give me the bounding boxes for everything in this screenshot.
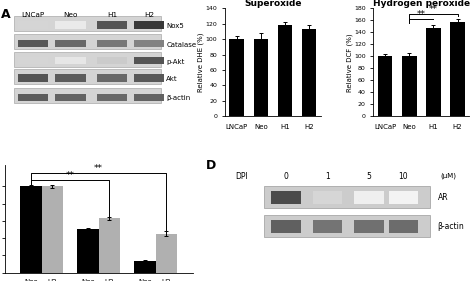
Text: 1: 1 xyxy=(325,172,330,181)
Bar xyxy=(14,34,161,49)
Text: LNCaP: LNCaP xyxy=(21,12,45,18)
Text: p-Akt: p-Akt xyxy=(166,59,185,65)
Bar xyxy=(264,186,430,208)
Bar xyxy=(99,218,120,273)
Bar xyxy=(378,56,392,116)
Bar xyxy=(402,56,417,116)
Bar xyxy=(134,74,164,82)
Text: AR: AR xyxy=(438,192,448,201)
Bar xyxy=(55,94,85,101)
Bar xyxy=(389,191,418,204)
Bar xyxy=(264,216,430,237)
Bar xyxy=(254,39,268,116)
Text: Catalase: Catalase xyxy=(166,42,196,47)
Text: Neo: Neo xyxy=(81,278,95,281)
Text: A: A xyxy=(1,8,10,21)
Bar xyxy=(14,69,161,84)
Title: Hydrogen peroxide: Hydrogen peroxide xyxy=(373,0,470,8)
Bar xyxy=(134,40,164,47)
Bar xyxy=(42,186,63,273)
Bar xyxy=(97,57,127,65)
Bar xyxy=(55,74,85,82)
Text: (μM): (μM) xyxy=(440,172,456,179)
Text: H2: H2 xyxy=(162,278,171,281)
Text: H2: H2 xyxy=(105,278,114,281)
Bar xyxy=(77,230,99,273)
Bar xyxy=(134,94,164,101)
Bar xyxy=(55,40,85,47)
Text: **: ** xyxy=(417,10,426,19)
Text: Neo: Neo xyxy=(138,278,152,281)
Bar xyxy=(14,16,161,31)
Bar xyxy=(272,191,301,204)
Bar xyxy=(313,191,342,204)
Bar xyxy=(229,39,244,116)
Text: 5: 5 xyxy=(367,172,372,181)
Y-axis label: Relative DHE (%): Relative DHE (%) xyxy=(198,33,204,92)
Text: H2: H2 xyxy=(47,278,57,281)
Text: β-actin: β-actin xyxy=(166,96,191,101)
Bar xyxy=(278,25,292,116)
Bar xyxy=(313,220,342,233)
Text: 10: 10 xyxy=(399,172,408,181)
Text: Neo: Neo xyxy=(64,12,78,18)
Bar xyxy=(156,234,177,273)
Bar xyxy=(426,28,441,116)
Text: Nox5: Nox5 xyxy=(166,23,184,29)
Text: H1: H1 xyxy=(107,12,117,18)
Bar xyxy=(20,186,42,273)
Bar xyxy=(14,51,161,67)
Text: Akt: Akt xyxy=(166,76,178,82)
Bar xyxy=(97,21,127,29)
Text: DPI: DPI xyxy=(235,172,247,181)
Text: Neo: Neo xyxy=(24,278,38,281)
Text: **: ** xyxy=(429,5,438,14)
Text: **: ** xyxy=(94,164,103,173)
Text: 0: 0 xyxy=(283,172,289,181)
Bar xyxy=(14,88,161,103)
Y-axis label: Relative DCF (%): Relative DCF (%) xyxy=(346,33,353,92)
Bar xyxy=(97,40,127,47)
Bar xyxy=(97,74,127,82)
Bar xyxy=(134,21,164,29)
Bar xyxy=(389,220,418,233)
Bar xyxy=(18,57,48,65)
Bar xyxy=(18,21,48,29)
Bar xyxy=(55,21,85,29)
Bar xyxy=(55,57,85,65)
Bar xyxy=(18,74,48,82)
Bar xyxy=(97,94,127,101)
Bar xyxy=(134,57,164,65)
Text: D: D xyxy=(206,159,216,172)
Bar xyxy=(272,220,301,233)
Text: H2: H2 xyxy=(145,12,155,18)
Text: β-actin: β-actin xyxy=(438,222,464,231)
Bar xyxy=(355,191,384,204)
Text: **: ** xyxy=(66,171,75,180)
Title: Superoxide: Superoxide xyxy=(244,0,301,8)
Bar xyxy=(302,29,317,116)
Bar xyxy=(18,94,48,101)
Bar xyxy=(355,220,384,233)
Bar xyxy=(18,40,48,47)
Bar xyxy=(450,22,465,116)
Bar xyxy=(134,261,156,273)
